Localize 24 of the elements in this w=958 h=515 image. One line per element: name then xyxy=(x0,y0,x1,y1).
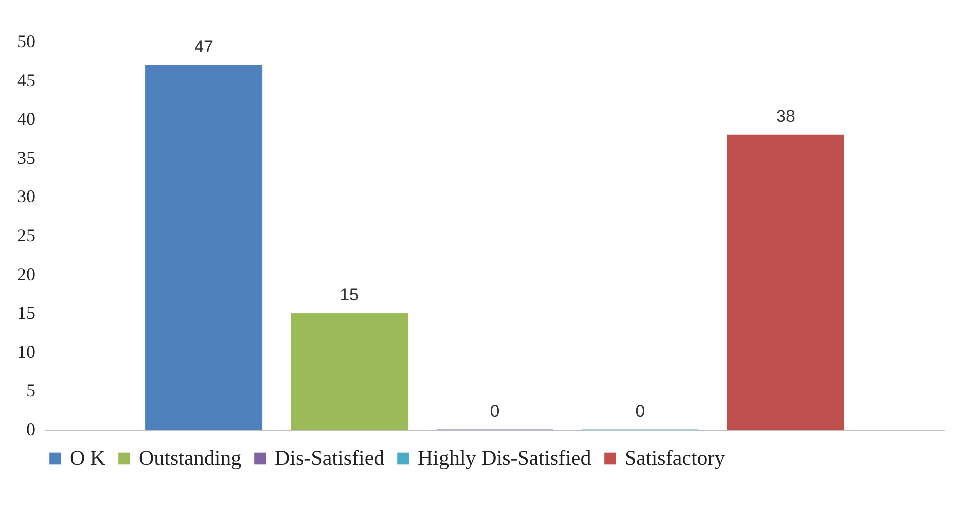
y-tick-label: 40 xyxy=(18,109,36,130)
y-tick-label: 35 xyxy=(18,148,36,168)
y-tick-label: 30 xyxy=(18,186,36,207)
y-tick-label: 25 xyxy=(18,226,36,246)
bar xyxy=(291,313,408,430)
data-label: 38 xyxy=(776,107,796,126)
legend-label: Satisfactory xyxy=(625,446,726,470)
bar xyxy=(727,134,844,430)
y-tick-label: 15 xyxy=(18,303,36,324)
y-tick-label: 10 xyxy=(18,342,36,362)
y-tick-label: 5 xyxy=(26,380,36,401)
data-label: 0 xyxy=(490,402,500,421)
data-label: 0 xyxy=(636,402,646,421)
y-tick-label: 20 xyxy=(18,264,36,284)
data-label: 15 xyxy=(340,286,359,305)
y-tick-label: 45 xyxy=(18,70,36,90)
legend-label: Highly Dis-Satisfied xyxy=(418,446,592,470)
y-tick-label: 50 xyxy=(18,32,36,52)
y-tick-label: 0 xyxy=(26,420,36,440)
legend-label: Dis-Satisfied xyxy=(275,446,386,470)
legend-label: Outstanding xyxy=(139,446,242,470)
legend-label: O K xyxy=(70,446,106,470)
data-label: 47 xyxy=(194,37,214,56)
bar xyxy=(146,64,263,430)
